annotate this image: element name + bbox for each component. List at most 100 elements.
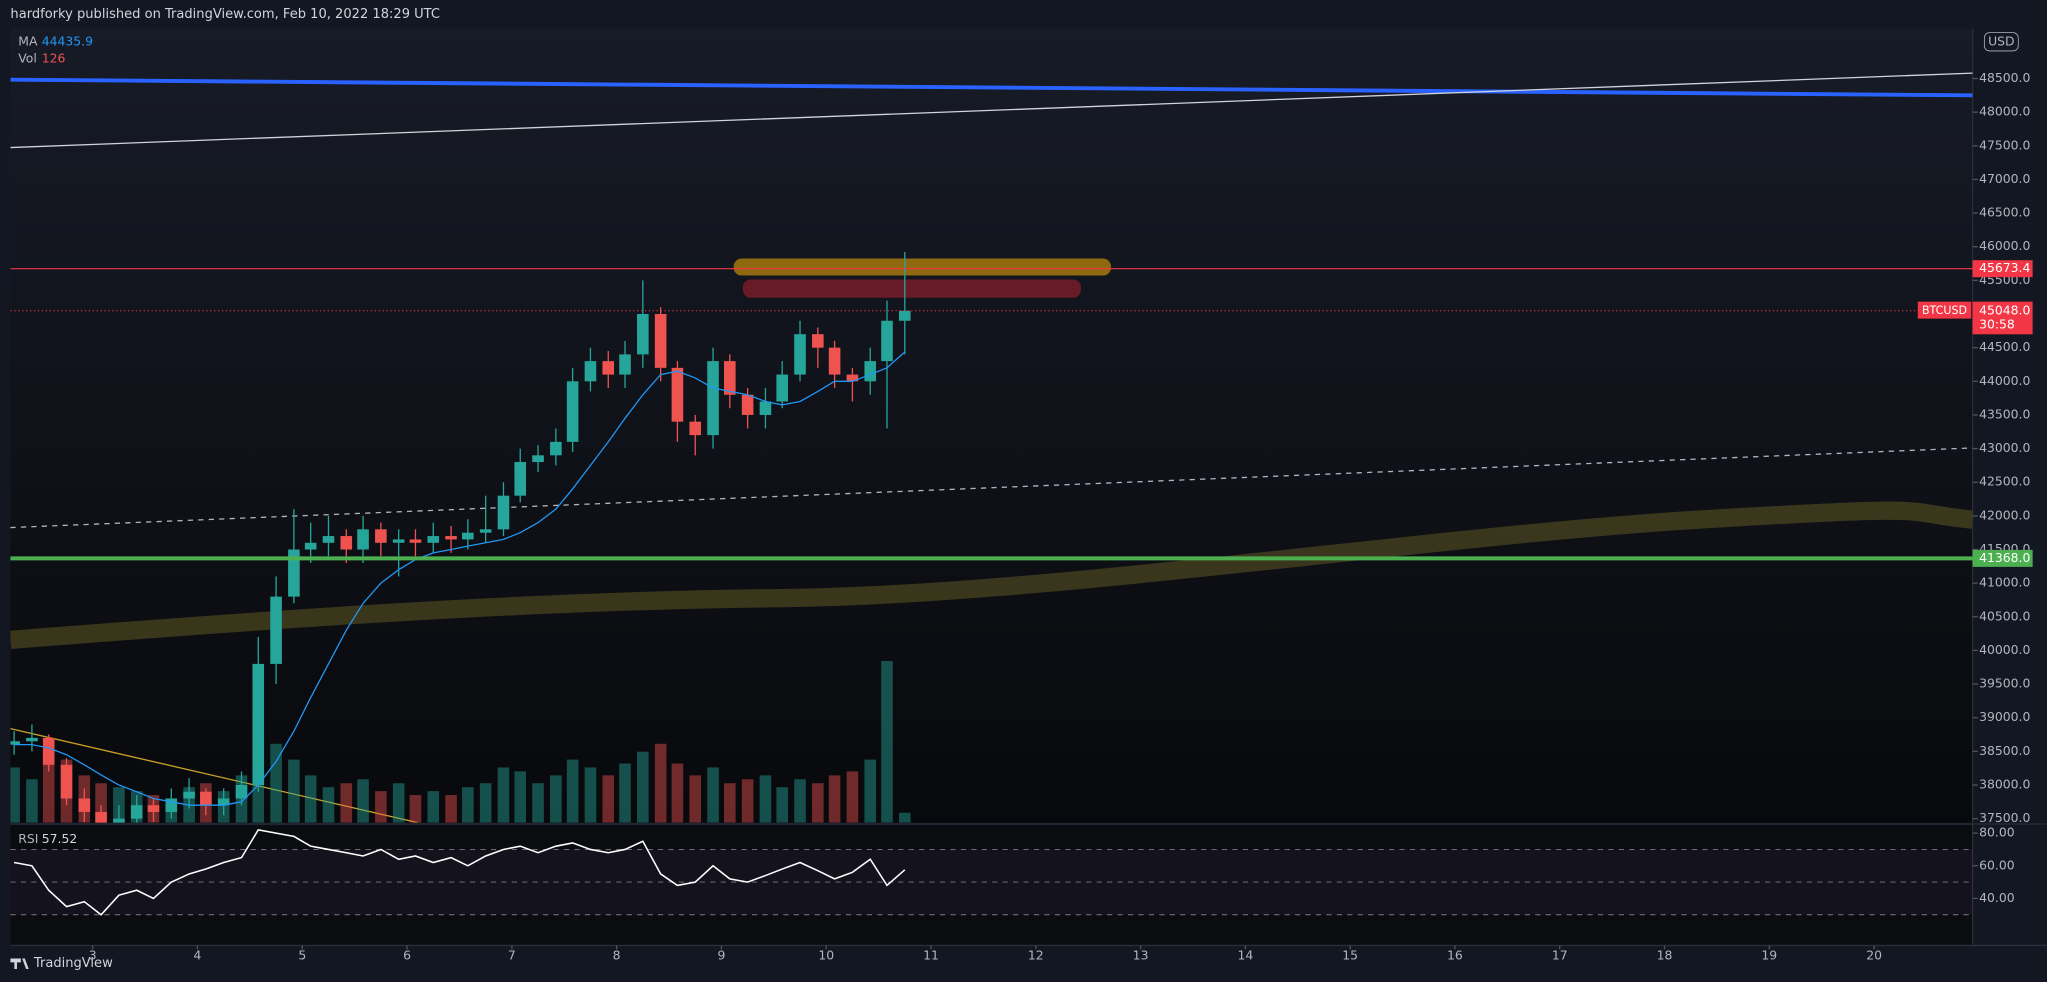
volume-bar (812, 783, 824, 823)
candle-body (392, 539, 405, 543)
volume-bar (671, 763, 684, 823)
candle-body (130, 805, 143, 819)
candle-body (828, 347, 841, 375)
resistance-zone (733, 258, 1111, 276)
candle-body (322, 536, 335, 543)
y-tick-label: 40000.0 (1979, 642, 2030, 657)
y-tick-label: 47500.0 (1979, 137, 2030, 152)
candle-body (375, 529, 387, 543)
candle-body (78, 798, 91, 812)
candle-body (409, 539, 422, 543)
volume-bar (637, 751, 649, 823)
symbol-box (1917, 301, 1972, 319)
x-tick-label: 9 (717, 947, 725, 962)
volume-bar (828, 775, 841, 823)
y-tick-label: 44500.0 (1979, 339, 2030, 354)
candle-body (794, 334, 806, 375)
volume-bar (724, 783, 736, 823)
legend-value: 57.52 (42, 831, 77, 846)
candle-body (270, 596, 282, 664)
x-tick-label: 13 (1133, 947, 1149, 962)
candle-body (724, 361, 736, 395)
legend-value: 126 (42, 50, 66, 65)
volume-bar (445, 795, 457, 823)
x-tick-label: 19 (1761, 947, 1777, 962)
trend-line-dashed (10, 447, 1973, 529)
y-tick-label: 48500.0 (1979, 70, 2030, 85)
price-pane (10, 28, 1973, 823)
candle-body (445, 536, 457, 540)
volume-bar (602, 775, 615, 823)
candle-body (619, 354, 631, 375)
legend-label: Vol (18, 50, 37, 65)
y-tick-label: 47000.0 (1979, 171, 2030, 186)
y-tick-label: 42000.0 (1979, 507, 2030, 522)
volume-bar (42, 751, 55, 823)
candle-body (26, 737, 38, 742)
y-tick-label: 37500.0 (1979, 810, 2030, 825)
volume-bar (10, 767, 20, 823)
trend-line-blue (10, 77, 1973, 98)
candle-body (147, 805, 160, 812)
x-tick-label: 14 (1237, 947, 1253, 962)
volume-bar (340, 783, 353, 823)
volume-bar (654, 743, 667, 823)
trend-line-yellow (10, 728, 418, 823)
candle-body (899, 310, 911, 321)
candle-body (340, 536, 353, 550)
rsi-tick-label: 60.00 (1979, 857, 2015, 872)
candle-body (165, 798, 178, 812)
volume-bar (479, 783, 492, 823)
candle-body (183, 791, 195, 799)
candle-body (654, 314, 667, 368)
candle-body (288, 549, 300, 597)
rsi-pane (10, 825, 1973, 946)
volume-bar (392, 783, 405, 823)
price-label: 45673.4 (1979, 260, 2030, 275)
volume-bar (881, 660, 893, 823)
y-tick-label: 41000.0 (1979, 575, 2030, 590)
y-tick-label: 39500.0 (1979, 676, 2030, 691)
y-tick-label: 43000.0 (1979, 440, 2030, 455)
drawings (10, 72, 1973, 823)
volume-bar (113, 787, 125, 823)
x-tick-label: 4 (194, 947, 202, 962)
volume-bar (759, 775, 772, 823)
candle-body (462, 532, 474, 540)
volume-bar (497, 767, 510, 823)
y-tick-label: 40500.0 (1979, 608, 2030, 623)
currency-badge[interactable] (1983, 32, 2019, 52)
candle-body (741, 394, 754, 415)
volume-bar (619, 763, 631, 823)
candle-body (846, 374, 859, 382)
x-tick-label: 8 (613, 947, 621, 962)
volume-bar (707, 767, 719, 823)
volume-bar (95, 783, 107, 823)
footer-text: TradingView (33, 956, 113, 971)
candle-body (200, 791, 212, 806)
volume-bar (26, 779, 38, 823)
countdown-label: 30:58 (1979, 317, 2015, 332)
candle-body (637, 314, 649, 355)
x-tick-label: 3 (89, 947, 97, 962)
x-tick-label: 12 (1028, 947, 1044, 962)
candle-body (532, 455, 544, 463)
legend-label: RSI (18, 831, 38, 846)
candle-body (812, 334, 824, 348)
candle-body (602, 361, 615, 375)
rsi-line (13, 829, 906, 916)
trend-line-white (10, 72, 1973, 149)
candle-body (95, 811, 107, 823)
candle-body (707, 361, 719, 436)
volume-bar (409, 795, 422, 823)
volume-bar (741, 779, 754, 823)
x-tick-label: 10 (818, 947, 834, 962)
volume-bar (462, 787, 474, 823)
candle-body (864, 361, 877, 382)
candle-body (497, 495, 510, 530)
volume-bar (288, 759, 300, 823)
x-tick-label: 20 (1866, 947, 1882, 962)
last-price-box (1972, 301, 2033, 335)
x-tick-label: 18 (1657, 947, 1673, 962)
